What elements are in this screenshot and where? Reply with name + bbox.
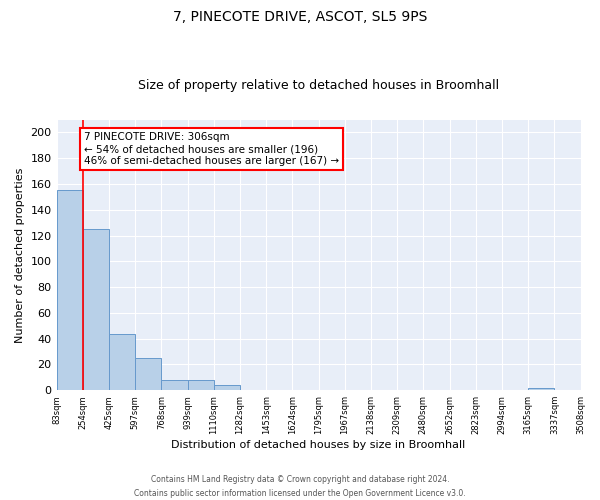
Bar [188, 380, 214, 390]
Title: Size of property relative to detached houses in Broomhall: Size of property relative to detached ho… [138, 79, 499, 92]
Bar [56, 190, 83, 390]
X-axis label: Distribution of detached houses by size in Broomhall: Distribution of detached houses by size … [172, 440, 466, 450]
Bar [528, 388, 554, 390]
Bar [161, 380, 188, 390]
Text: 7 PINECOTE DRIVE: 306sqm
← 54% of detached houses are smaller (196)
46% of semi-: 7 PINECOTE DRIVE: 306sqm ← 54% of detach… [84, 132, 339, 166]
Text: 7, PINECOTE DRIVE, ASCOT, SL5 9PS: 7, PINECOTE DRIVE, ASCOT, SL5 9PS [173, 10, 427, 24]
Bar [135, 358, 161, 390]
Y-axis label: Number of detached properties: Number of detached properties [15, 167, 25, 342]
Text: Contains HM Land Registry data © Crown copyright and database right 2024.
Contai: Contains HM Land Registry data © Crown c… [134, 476, 466, 498]
Bar [83, 229, 109, 390]
Bar [214, 385, 240, 390]
Bar [109, 334, 135, 390]
